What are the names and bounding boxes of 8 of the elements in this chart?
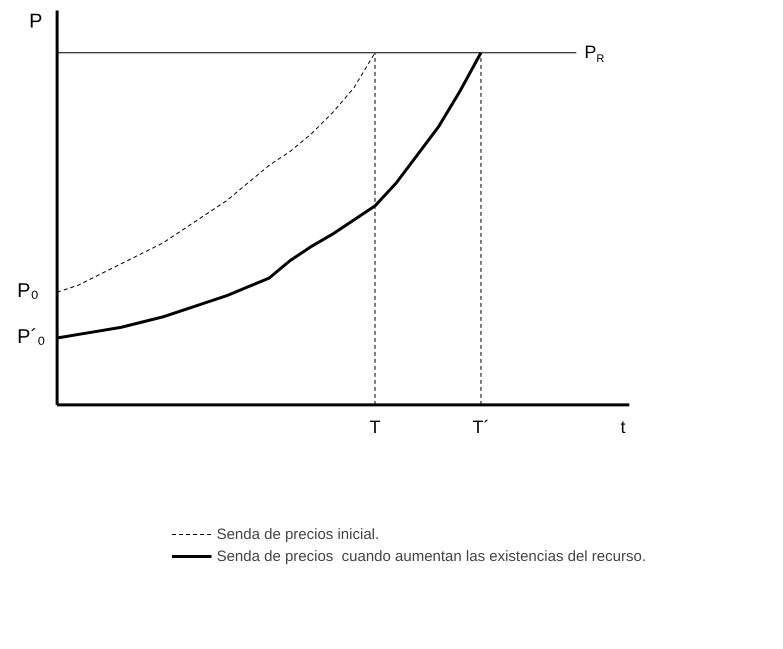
x-tick-label: T´: [472, 416, 490, 437]
x-axis-title: t: [620, 416, 626, 437]
x-tick-label: T: [370, 416, 381, 437]
y-axis-title: P: [29, 10, 42, 32]
text: P´₀: [17, 326, 46, 348]
legend-label: Senda de precios inicial.: [216, 526, 380, 542]
legend-label: Senda de precios cuando aumentan las existencias del recurso.: [216, 548, 646, 564]
text: P₀: [17, 280, 39, 302]
